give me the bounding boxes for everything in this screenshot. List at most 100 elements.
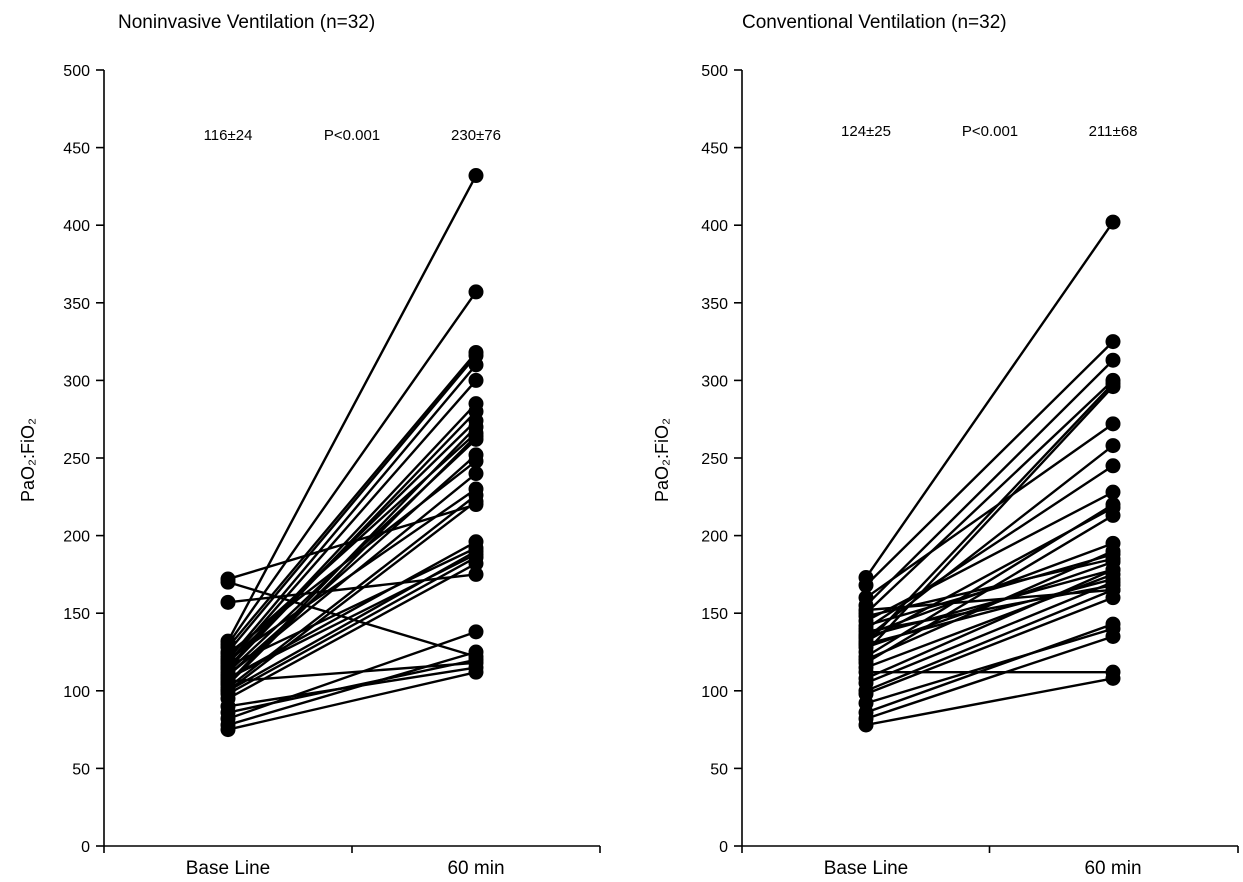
x-category-label: Base Line [186,858,271,879]
y-tick-label: 0 [719,839,728,856]
baseline-point [858,570,874,586]
patient-line [865,464,1114,630]
sixty-min-point [1105,416,1121,432]
patient-line [227,562,477,700]
sixty-min-point [1105,551,1121,567]
y-tick-label: 250 [701,451,728,468]
patient-line [865,622,1114,714]
sixty-min-point [1105,562,1121,578]
patient-line [227,438,477,674]
y-axis-label: PaO₂:FiO₂ [652,418,672,502]
axes: 0 50 100 150 200 250 300 350 400 450 500 [63,63,601,856]
sixty-min-point [468,168,484,184]
sixty-min-summary-annotation: 230±76 [451,127,501,144]
p-value-annotation: P<0.001 [324,127,380,144]
sixty-min-point [468,481,484,497]
patient-line [227,379,477,664]
patient-line [227,364,477,661]
patient-line [865,596,1114,696]
y-tick-label: 50 [72,761,90,778]
chart-panel-noninvasive: Noninvasive Ventilation (n=32) PaO₂:FiO₂… [18,12,601,879]
sixty-min-point [1105,535,1121,551]
patient-line [865,581,1114,685]
patient-line [865,677,1114,727]
patient-line [227,453,477,677]
patient-line [227,650,477,727]
chart-title: Noninvasive Ventilation (n=32) [118,12,375,33]
patient-line [865,577,1114,646]
patient-line [865,568,1114,638]
baseline-point [220,594,236,610]
sixty-min-point [468,540,484,556]
x-category-label: 60 min [1084,858,1141,879]
sixty-min-point [468,649,484,665]
sixty-min-point [468,466,484,482]
axes: 0 50 100 150 200 250 300 350 400 450 500 [701,63,1239,856]
sixty-min-point [1105,500,1121,516]
sixty-min-point [1105,438,1121,454]
patient-line [227,460,477,655]
y-axis-label: PaO₂:FiO₂ [18,418,38,502]
patient-line [227,546,477,668]
sixty-min-point [1105,621,1121,637]
patient-line [865,340,1114,587]
y-tick-label: 400 [701,218,728,235]
y-tick-label: 50 [710,761,728,778]
patient-line [226,174,478,642]
x-category-label: Base Line [824,858,909,879]
patient-line [227,671,477,731]
y-tick-label: 500 [701,63,728,80]
y-tick-label: 400 [63,218,90,235]
sixty-min-point [1105,582,1121,598]
patient-line [227,573,477,604]
patient-line [865,627,1114,705]
y-tick-label: 450 [701,141,728,158]
x-category-label: 60 min [447,858,504,879]
y-tick-label: 200 [701,529,728,546]
y-tick-label: 500 [63,63,90,80]
patient-line [227,540,477,680]
patient-line [227,503,477,581]
y-tick-label: 300 [701,373,728,390]
p-value-annotation: P<0.001 [962,123,1018,140]
patient-line [227,500,477,692]
sixty-min-point [468,425,484,441]
y-tick-label: 350 [63,296,90,313]
sixty-min-point [1105,214,1121,230]
patient-line [227,581,477,658]
patient-line [227,354,477,653]
sixty-min-summary-annotation: 211±68 [1089,123,1138,140]
baseline-point [858,590,874,606]
patient-line [865,588,1114,612]
sixty-min-point [468,372,484,388]
sixty-min-point [468,284,484,300]
sixty-min-point [468,497,484,513]
sixty-min-point [468,344,484,360]
baseline-point [220,633,236,649]
patient-line [865,422,1114,599]
sixty-min-point [468,413,484,429]
patient-line [865,635,1114,720]
patient-line [227,351,477,649]
patient-line [865,379,1114,615]
patient-line [865,491,1114,623]
series-group [858,214,1121,733]
baseline-point [220,571,236,587]
baseline-summary-annotation: 124±25 [841,123,891,140]
sixty-min-point [468,624,484,640]
y-tick-label: 300 [63,373,90,390]
patient-line [227,553,477,680]
patient-line [865,221,1114,579]
y-tick-label: 100 [701,684,728,701]
y-tick-label: 0 [81,839,90,856]
patient-line [227,432,477,658]
y-tick-label: 100 [63,684,90,701]
y-tick-label: 250 [63,451,90,468]
series-group [220,168,484,738]
y-tick-label: 150 [63,606,90,623]
y-tick-label: 200 [63,529,90,546]
patient-line [227,666,477,708]
sixty-min-point [1105,352,1121,368]
y-tick-label: 150 [701,606,728,623]
